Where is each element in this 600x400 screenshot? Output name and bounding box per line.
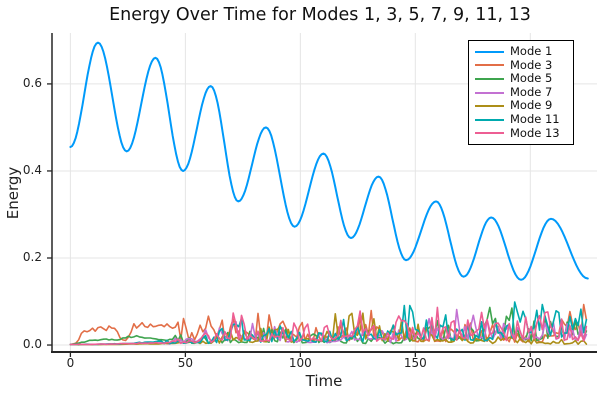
x-tick-label: 200 (518, 356, 542, 370)
legend-line-sample (475, 50, 504, 53)
x-tick-label: 50 (177, 356, 194, 370)
legend-line-sample (475, 91, 504, 94)
legend: Mode 1 Mode 3 Mode 5 Mode 7 Mode 9 Mode … (468, 40, 574, 146)
legend-entry-label: Mode 13 (510, 125, 560, 140)
series-line-mode-13 (69, 306, 588, 346)
series-line-mode-11 (69, 301, 588, 346)
y-tick-label: 0.6 (22, 75, 42, 90)
legend-line-sample (475, 118, 504, 121)
legend-entry-label: Mode 11 (510, 112, 560, 127)
legend-entry: Mode 13 (475, 127, 568, 141)
legend-entry: Mode 11 (475, 113, 568, 127)
legend-entry: Mode 5 (475, 72, 568, 86)
legend-entry: Mode 3 (475, 59, 568, 73)
legend-entry: Mode 7 (475, 86, 568, 100)
x-tick-label: 0 (66, 356, 75, 370)
chart-title: Energy Over Time for Modes 1, 3, 5, 7, 9… (109, 5, 531, 25)
series-line-mode-1 (69, 41, 589, 281)
legend-entry-label: Mode 3 (510, 57, 553, 72)
legend-entry: Mode 9 (475, 99, 568, 113)
legend-line-sample (475, 105, 504, 108)
legend-line-sample (475, 77, 504, 80)
legend-line-sample (475, 64, 504, 67)
legend-line-sample (475, 132, 504, 135)
x-tick-label: 150 (403, 356, 427, 370)
y-tick-label: 0.0 (22, 337, 42, 352)
y-tick-label: 0.4 (22, 162, 42, 177)
x-tick-label: 100 (288, 356, 312, 370)
legend-entry-label: Mode 9 (510, 98, 553, 113)
legend-entry-label: Mode 7 (510, 84, 553, 99)
legend-entry: Mode 1 (475, 45, 568, 59)
legend-entry-label: Mode 5 (510, 71, 553, 86)
legend-entry-label: Mode 1 (510, 44, 553, 59)
y-tick-label: 0.2 (22, 249, 42, 264)
x-axis-label: Time (305, 372, 343, 390)
